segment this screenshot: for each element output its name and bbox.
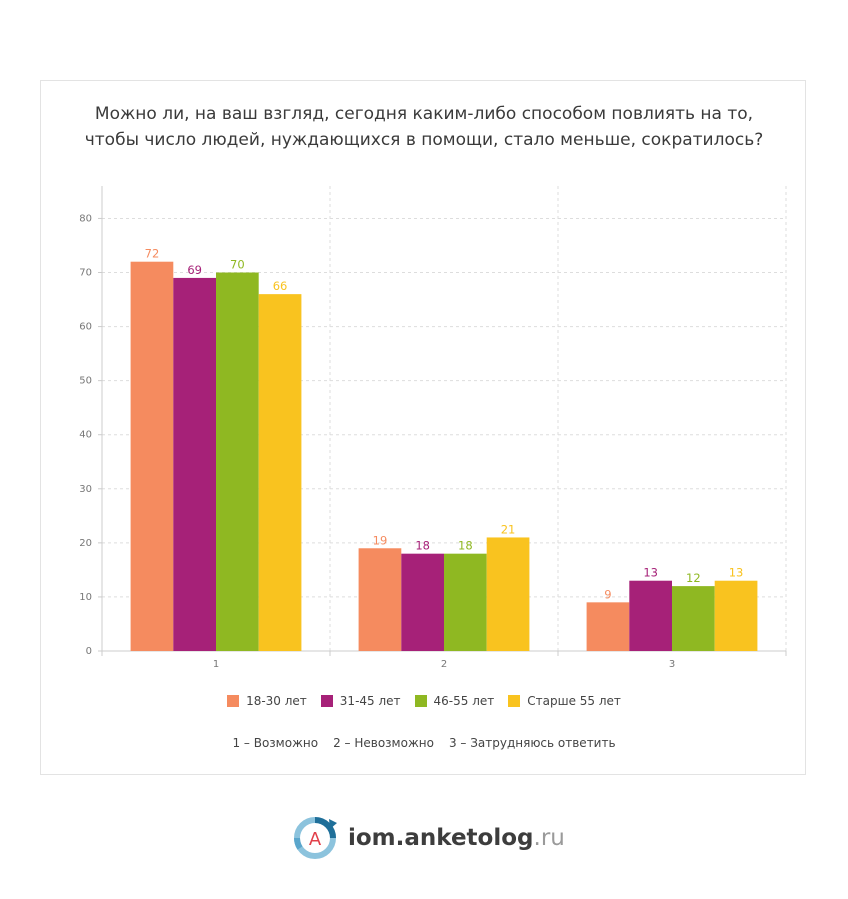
data-label: 12 xyxy=(686,571,701,585)
bar xyxy=(216,272,259,651)
y-tick-label: 40 xyxy=(79,430,92,441)
legend-label: 18-30 лет xyxy=(246,694,307,708)
category-note: 1 – Возможно xyxy=(232,736,319,750)
legend-item[interactable]: 31-45 лет xyxy=(320,694,401,708)
data-label: 66 xyxy=(273,279,288,293)
legend-label: 31-45 лет xyxy=(339,694,401,708)
bar xyxy=(173,277,216,651)
y-tick-label: 70 xyxy=(79,268,92,279)
data-label: 13 xyxy=(729,566,744,580)
legend-swatch xyxy=(227,695,240,707)
data-label: 18 xyxy=(458,539,473,553)
y-tick-label: 80 xyxy=(79,213,92,224)
category-note: 3 – Затрудняюсь ответить xyxy=(448,736,616,750)
data-label: 18 xyxy=(415,539,430,553)
data-label: 70 xyxy=(230,258,245,272)
y-tick-label: 50 xyxy=(79,376,92,387)
bar xyxy=(486,537,530,651)
y-tick-label: 60 xyxy=(79,322,92,333)
brand-logo[interactable]: A iom.anketolog.ru xyxy=(292,815,565,861)
bar xyxy=(130,261,174,651)
data-label: 21 xyxy=(501,522,516,536)
data-label: 9 xyxy=(604,587,611,601)
bar xyxy=(672,586,715,651)
legend-item[interactable]: 18-30 лет xyxy=(227,694,307,708)
bar xyxy=(629,580,672,651)
chart-title-line-1: Можно ли, на ваш взгляд, сегодня каким-л… xyxy=(94,104,754,124)
category-note: 2 – Невозможно xyxy=(333,736,434,750)
data-label: 13 xyxy=(643,566,658,580)
category-notes: 1 – Возможно 2 – Невозможно 3 – Затрудняюс… xyxy=(41,736,807,750)
y-tick-label: 20 xyxy=(79,538,92,549)
legend-item[interactable]: 46-55 лет xyxy=(414,694,495,708)
y-tick-label: 10 xyxy=(79,592,92,603)
logo-letter: A xyxy=(309,829,322,850)
chart-card: Можно ли, на ваш взгляд, сегодня каким-л… xyxy=(40,80,806,775)
chart-title-line-2: чтобы число людей, нуждающихся в помощи,… xyxy=(84,130,764,150)
x-tick-label: 1 xyxy=(213,659,219,670)
bar xyxy=(444,553,487,651)
legend-swatch xyxy=(320,695,333,707)
legend-item[interactable]: Старше 55 лет xyxy=(508,694,621,708)
brand-name: iom.anketolog.ru xyxy=(348,825,565,851)
x-tick-label: 3 xyxy=(669,659,675,670)
data-label: 72 xyxy=(145,247,160,261)
brand-name-main: iom.anketolog xyxy=(348,825,534,851)
legend-swatch xyxy=(414,695,427,707)
bar xyxy=(714,580,758,651)
y-tick-label: 30 xyxy=(79,484,92,495)
data-label: 19 xyxy=(373,533,388,547)
legend-swatch xyxy=(508,695,521,707)
chart-title: Можно ли, на ваш взгляд, сегодня каким-л… xyxy=(41,101,807,153)
bar xyxy=(258,294,302,651)
anketolog-logo-icon: A xyxy=(293,817,337,859)
data-label: 69 xyxy=(187,263,202,277)
brand-name-suffix: .ru xyxy=(533,825,565,851)
x-tick-label: 2 xyxy=(441,659,447,670)
bar xyxy=(401,553,444,651)
bar xyxy=(586,602,630,651)
bar-chart: 0 10 20 30 40 50 60 70 80 72 69 70 66 1 19 18 18 21 2 9 13 12… xyxy=(79,186,787,670)
y-tick-label: 0 xyxy=(86,646,92,657)
legend-label: 46-55 лет xyxy=(433,694,495,708)
legend-label: Старше 55 лет xyxy=(527,694,621,708)
bar xyxy=(358,548,402,651)
chart-legend: 18-30 лет 31-45 лет 46-55 лет Старше 55 лет xyxy=(41,694,807,708)
